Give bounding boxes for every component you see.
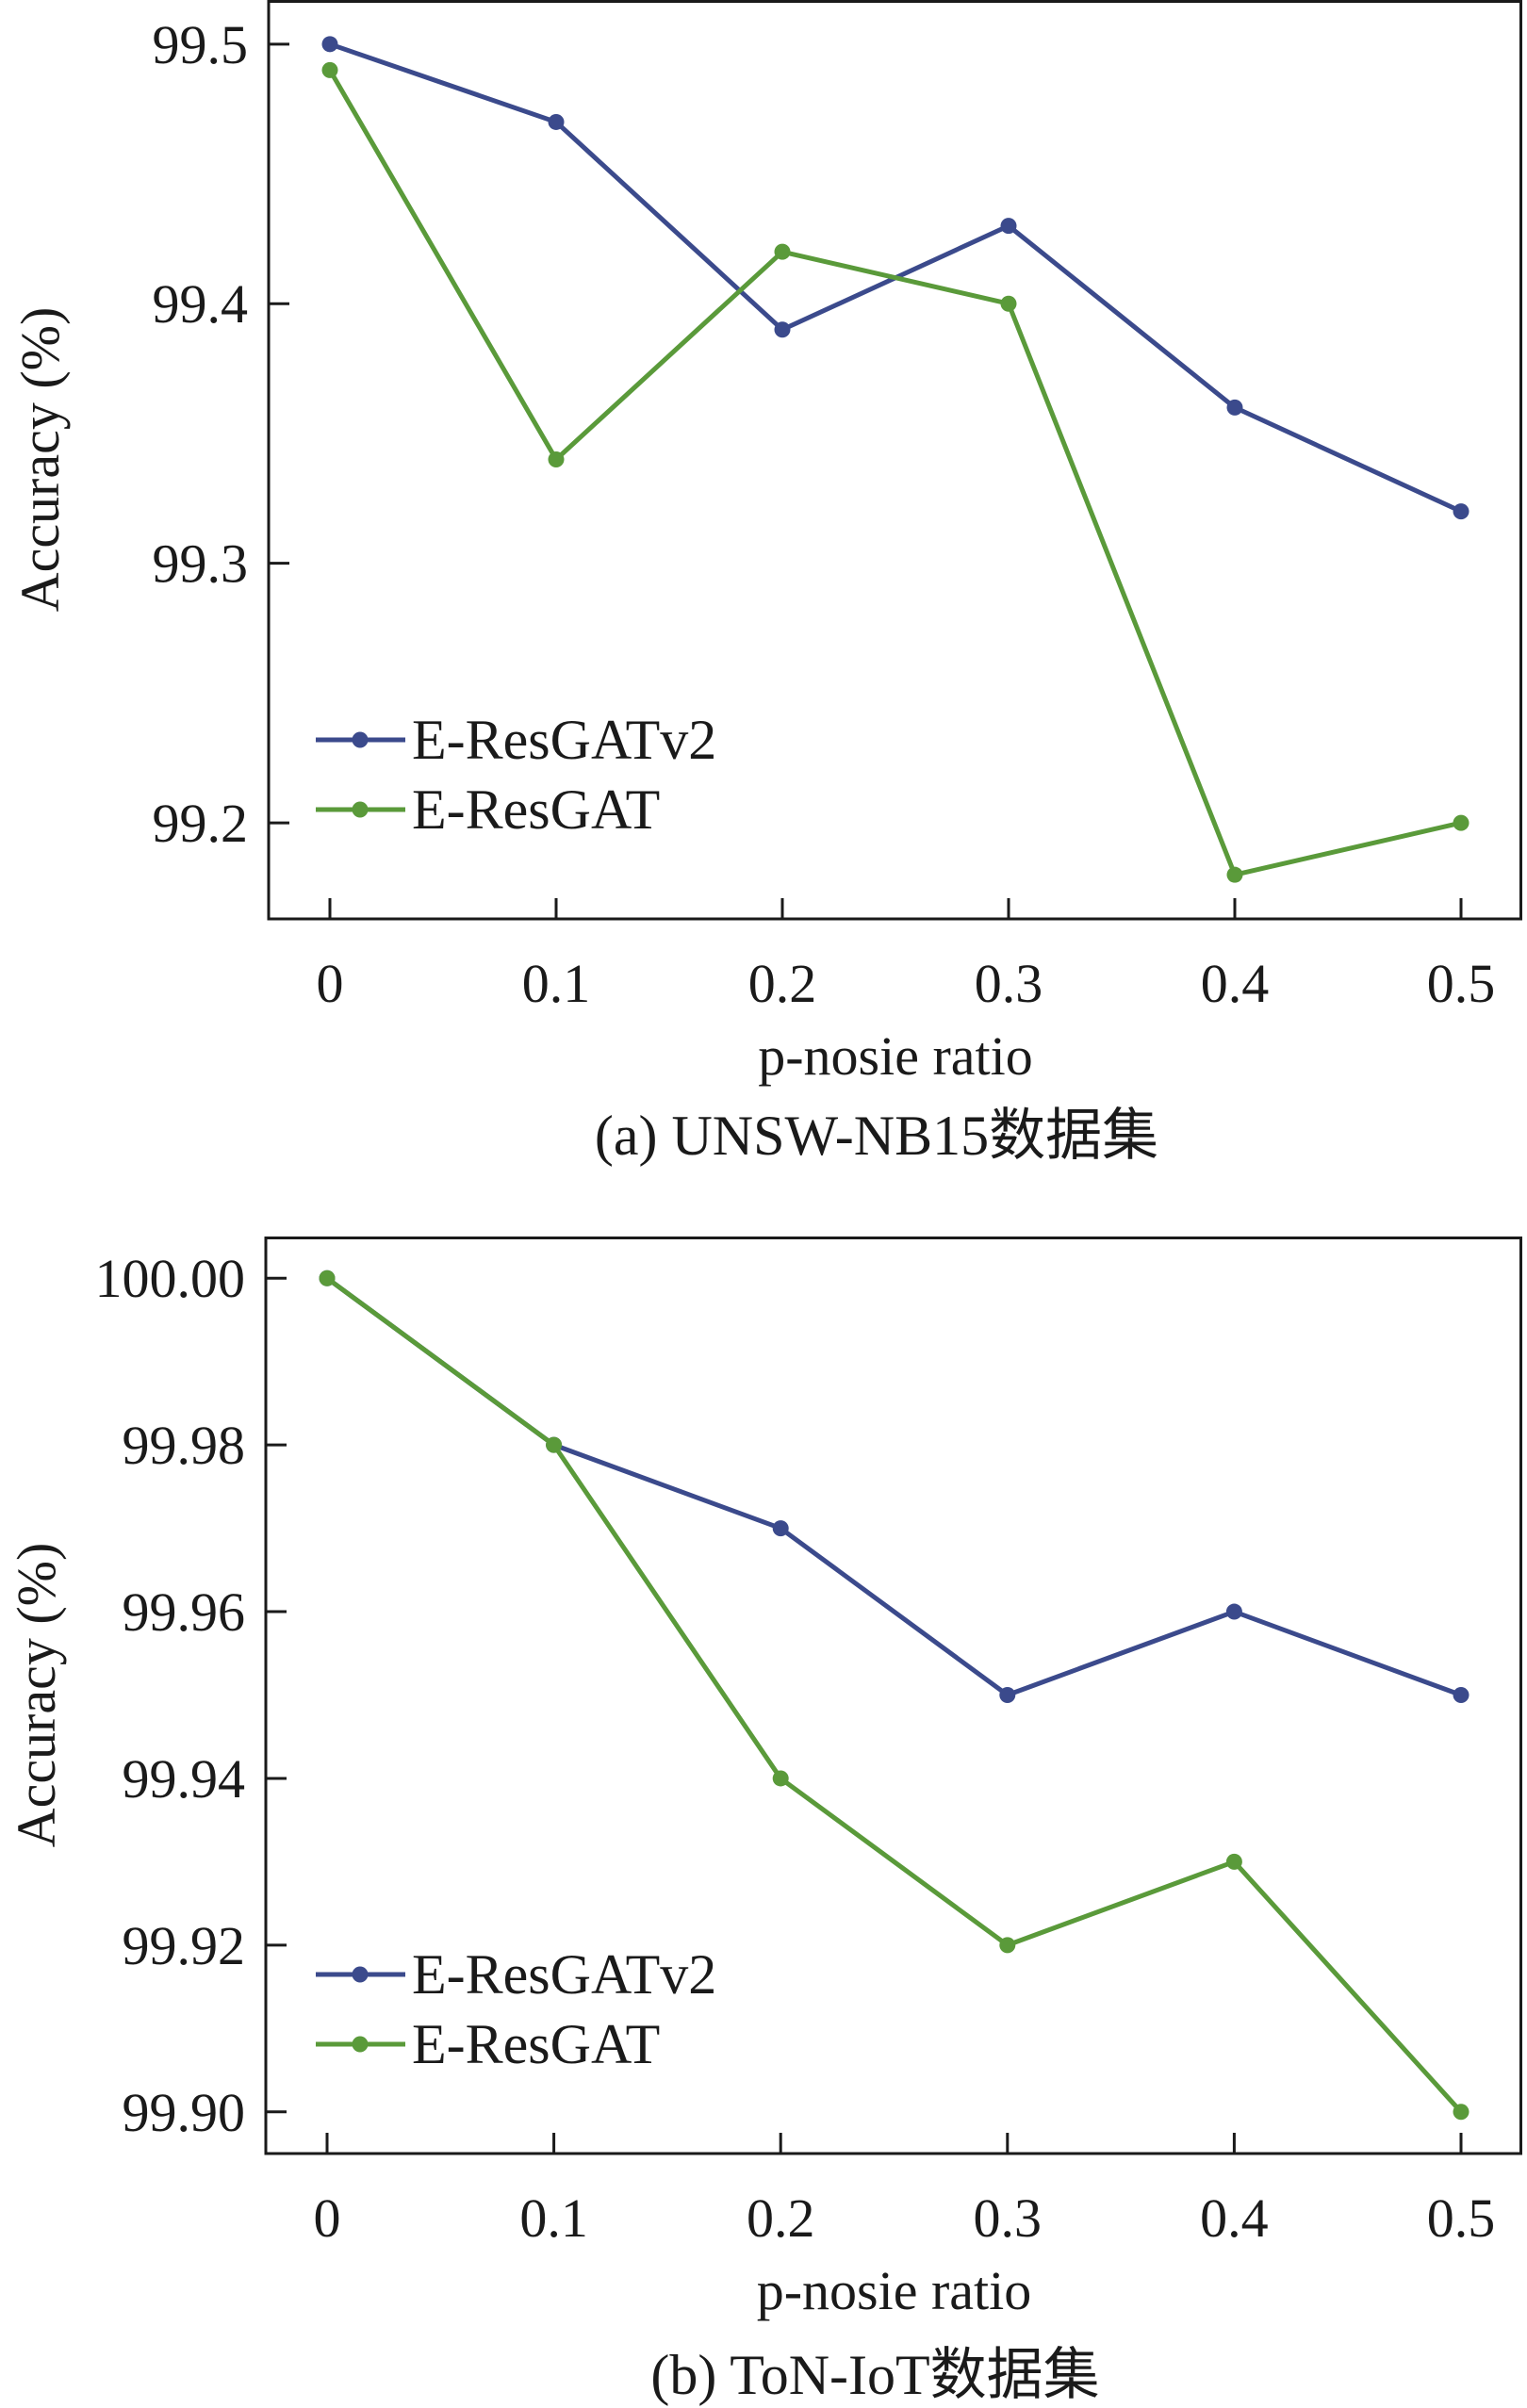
legend-label: E-ResGATv2 — [412, 1943, 716, 2006]
legend-swatch-marker — [352, 2036, 369, 2053]
y-tick-label: 100.00 — [95, 1248, 246, 1309]
x-tick-label: 0.2 — [747, 2187, 815, 2249]
data-point — [548, 451, 565, 467]
x-tick-label: 0.4 — [1201, 953, 1270, 1014]
y-tick-label: 99.3 — [153, 533, 249, 595]
series-E-ResGATv2 — [319, 1270, 1470, 1703]
data-point — [1226, 399, 1243, 416]
data-point — [1226, 866, 1243, 883]
y-tick-label: 99.94 — [123, 1748, 246, 1810]
series-E-ResGAT — [319, 1270, 1470, 2121]
data-point — [1225, 1853, 1242, 1870]
data-point — [319, 1270, 336, 1286]
series-line — [325, 1276, 1463, 2114]
data-point — [772, 1770, 789, 1787]
data-point — [1453, 503, 1470, 520]
legend-label: E-ResGATv2 — [412, 709, 716, 771]
x-tick-label: 0.5 — [1427, 2187, 1496, 2249]
y-tick-label: 99.96 — [123, 1581, 246, 1643]
x-tick-label: 0.1 — [519, 2187, 588, 2249]
x-tick-label: 0.5 — [1427, 953, 1496, 1014]
series-E-ResGAT — [321, 61, 1470, 883]
chart-ton-iot: 0 0.1 0.2 0.3 0.4 0.5 99.90 99.92 99.94 99.96 99.9… — [6, 1237, 1522, 2406]
data-point — [1453, 814, 1470, 831]
legend-label: E-ResGAT — [412, 778, 660, 841]
y-tick-label: 99.5 — [153, 14, 249, 75]
x-tick-label: 0.4 — [1200, 2187, 1269, 2249]
chart-unsw-nb15: 0 0.1 0.2 0.3 0.4 0.5 99.2 99.3 99.4 99.5 p-nosie … — [9, 0, 1522, 1167]
legend: E-ResGATv2 E-ResGAT — [316, 709, 716, 841]
y-axis-label: Accuracy (%) — [6, 1543, 67, 1848]
y-tick-label: 99.4 — [153, 273, 249, 335]
data-point — [1453, 2104, 1470, 2121]
data-point — [1000, 218, 1017, 235]
figure-caption: (b) ToN-IoT数据集 — [650, 2344, 1099, 2406]
legend-swatch-marker — [352, 1966, 369, 1983]
y-tick-label: 99.90 — [123, 2082, 246, 2143]
data-point — [772, 1520, 789, 1537]
data-point — [999, 1937, 1016, 1954]
data-point — [321, 61, 338, 78]
y-axis-label: Accuracy (%) — [9, 307, 71, 613]
legend-swatch-marker — [352, 731, 369, 748]
series-line — [325, 1276, 1462, 1697]
x-tick-label: 0.3 — [975, 953, 1043, 1014]
legend: E-ResGATv2 E-ResGAT — [316, 1943, 716, 2075]
data-point — [321, 36, 338, 53]
data-point — [774, 243, 791, 260]
x-tick-label: 0.1 — [522, 953, 591, 1014]
x-axis-label: p-nosie ratio — [758, 1025, 1033, 1087]
plot-frame — [267, 0, 1522, 921]
legend-swatch-marker — [352, 801, 369, 818]
x-tick-label: 0 — [314, 2187, 341, 2249]
y-tick-label: 99.98 — [123, 1415, 246, 1476]
data-point — [548, 113, 565, 130]
data-point — [546, 1436, 563, 1453]
data-point — [1000, 295, 1017, 312]
y-tick-label: 99.92 — [123, 1915, 246, 1976]
x-tick-label: 0 — [317, 953, 344, 1014]
plot-frame — [264, 1237, 1522, 2155]
x-axis-label: p-nosie ratio — [757, 2260, 1032, 2321]
series-line — [327, 69, 1462, 877]
x-tick-label: 0.3 — [974, 2187, 1043, 2249]
figure-caption: (a) UNSW-NB15数据集 — [595, 1105, 1158, 1167]
legend-label: E-ResGAT — [412, 2013, 660, 2075]
data-point — [1225, 1603, 1242, 1620]
data-point — [1453, 1687, 1470, 1703]
data-point — [999, 1687, 1016, 1703]
y-tick-label: 99.2 — [153, 793, 249, 854]
x-tick-label: 0.2 — [748, 953, 817, 1014]
data-point — [774, 321, 791, 338]
